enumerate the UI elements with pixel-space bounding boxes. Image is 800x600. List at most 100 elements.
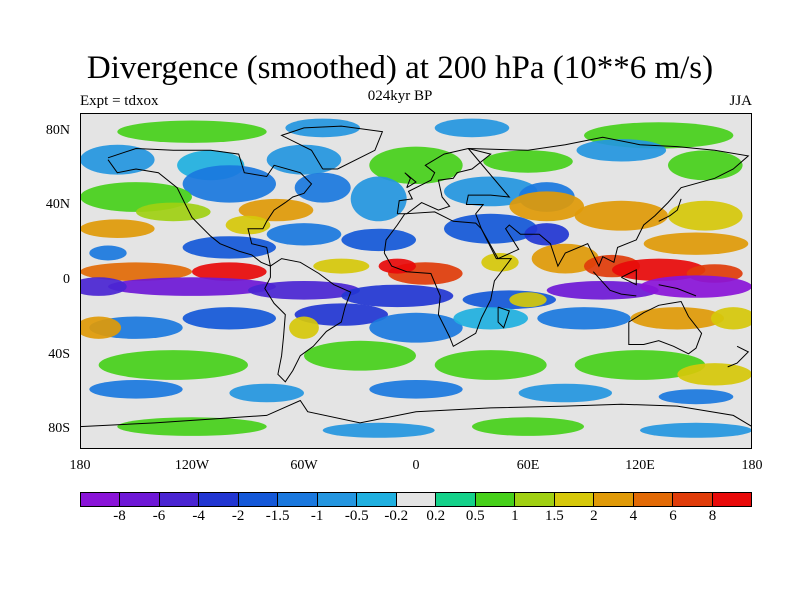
colorbar	[80, 492, 752, 507]
y-tick-label: 80S	[48, 421, 70, 437]
contour-patch	[369, 380, 463, 399]
period-subtitle: 024kyr BP	[367, 88, 433, 104]
contour-patch	[531, 243, 599, 274]
contour-patch	[677, 363, 752, 386]
colorbar-label: -2	[231, 508, 245, 524]
contour-patch	[640, 275, 752, 298]
contour-patch	[574, 350, 706, 380]
map-frame	[80, 113, 752, 449]
contour-patch	[289, 316, 319, 339]
contour-patch	[574, 200, 668, 231]
colorbar-label: -6	[152, 508, 166, 524]
colorbar-swatch	[278, 493, 318, 506]
contour-patch	[80, 277, 127, 296]
colorbar-swatch	[199, 493, 239, 506]
contour-patch	[341, 228, 417, 252]
contour-patch	[304, 340, 416, 371]
contour-patch	[80, 262, 192, 281]
contour-patch	[238, 198, 314, 222]
season-label: JJA	[729, 93, 752, 109]
contour-patch	[369, 146, 463, 184]
contour-patch	[509, 191, 584, 222]
contour-patch	[576, 139, 667, 162]
contour-patch	[108, 277, 276, 296]
coastline-segment	[264, 258, 352, 383]
colorbar-label: -1	[310, 508, 324, 524]
x-tick-label: 120E	[625, 458, 655, 473]
colorbar-swatch	[712, 493, 751, 506]
colorbar-swatch	[81, 493, 121, 506]
colorbar-swatch	[673, 493, 713, 506]
contour-patch	[537, 307, 631, 330]
contour-patch	[266, 144, 342, 175]
contour-patch	[643, 232, 749, 255]
coastline-segment	[621, 268, 637, 286]
y-tick-label: 0	[63, 272, 70, 287]
coastline-segment	[383, 211, 513, 348]
colorbar-swatch	[436, 493, 476, 506]
contour-patch	[192, 262, 267, 281]
x-tick-label: 0	[412, 458, 420, 473]
contour-patch	[229, 383, 304, 403]
contour-patch	[434, 350, 547, 380]
coastline-segment	[80, 399, 752, 428]
coastlines	[80, 125, 752, 428]
contour-patch	[248, 281, 360, 300]
contour-patch	[285, 118, 360, 138]
contour-patch	[117, 120, 267, 143]
colorbar-label: 1.5	[544, 508, 564, 524]
coastline-segment	[592, 271, 637, 297]
colorbar-swatch	[238, 493, 279, 506]
contour-patch	[225, 215, 271, 235]
colorbar-swatch	[120, 493, 160, 506]
contour-patch	[509, 292, 547, 308]
coastline-segment	[628, 300, 703, 355]
contour-patch	[630, 307, 724, 330]
colorbar-swatch	[554, 493, 595, 506]
contour-patch	[182, 307, 276, 330]
contour-patch	[80, 144, 155, 175]
y-tick-label: 40N	[45, 197, 70, 213]
contour-patch	[350, 176, 407, 222]
coastline-segment	[497, 306, 510, 329]
map-canvas	[80, 113, 752, 449]
contour-patch	[89, 245, 127, 261]
coastline-segment	[280, 125, 384, 170]
contour-patch	[434, 118, 510, 138]
contour-patch	[710, 307, 752, 330]
contour-patch	[472, 417, 584, 436]
contour-patch	[524, 223, 570, 246]
contour-patch	[612, 258, 706, 281]
divergence-map	[80, 113, 752, 449]
contour-patch	[80, 316, 122, 339]
coastline-segment	[107, 147, 313, 267]
colorbar-label: 2	[590, 508, 598, 524]
contour-patch	[341, 284, 454, 308]
contour-patch	[668, 150, 743, 181]
colorbar-label: 0.5	[465, 508, 485, 524]
contour-patch	[98, 350, 248, 380]
colorbar-label: 8	[708, 508, 717, 524]
colorbar-swatch	[317, 493, 358, 506]
contour-patch	[444, 213, 538, 244]
coastline-segment	[465, 136, 750, 268]
contour-patch	[182, 165, 276, 203]
colorbar-swatch	[357, 493, 397, 506]
colorbar-label: -0.5	[344, 508, 369, 524]
colorbar-swatch	[159, 493, 200, 506]
colorbar-swatch	[475, 493, 516, 506]
contour-patch	[668, 200, 743, 231]
contour-patch	[369, 312, 463, 343]
coastline-segment	[396, 147, 492, 215]
x-tick-label: 120W	[174, 458, 210, 473]
contour-patch	[483, 150, 573, 173]
plot-title: Divergence (smoothed) at 200 hPa (10**6 …	[86, 50, 714, 86]
contour-patch	[518, 383, 612, 403]
y-tick-label: 80N	[45, 122, 70, 138]
colorbar-label: -0.2	[384, 508, 409, 524]
x-tick-label: 60E	[516, 458, 540, 473]
colorbar-swatch	[515, 493, 555, 506]
colorbar-label: 1	[511, 508, 519, 524]
contour-patch	[378, 258, 416, 274]
experiment-label: Expt = tdxox	[80, 93, 159, 109]
